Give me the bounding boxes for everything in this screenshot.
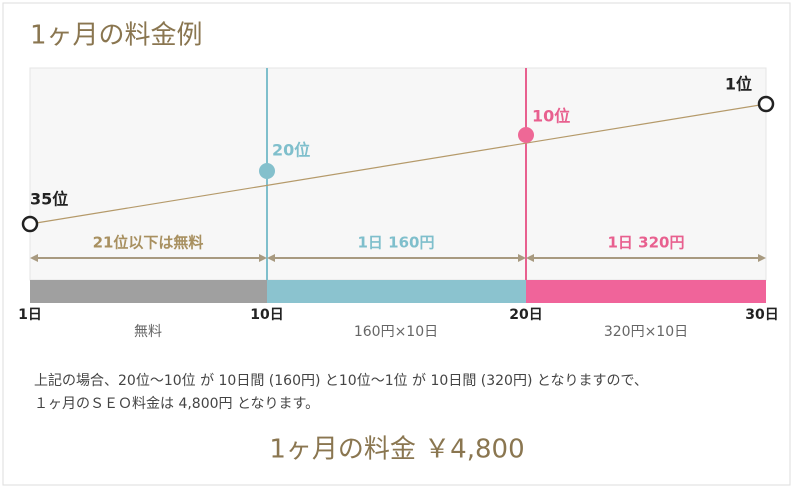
rank-label: 35位 [30,190,68,209]
rank-line [29,103,767,225]
rank-label: 10位 [532,107,570,126]
fee-label: 無料 [134,324,162,340]
fee-label: 160円×10日 [354,324,438,340]
day-label: 30日 [745,307,778,323]
point [518,127,534,143]
title: 1ヶ月の料金例 [30,21,203,51]
day-label: 10日 [250,307,283,323]
panel [29,67,767,281]
total: 1ヶ月の料金 ￥4,800 [269,435,524,465]
point [757,95,775,113]
fee-label: 320円×10日 [604,324,688,340]
period-bar [526,280,766,303]
range-label: 21位以下は無料 [93,234,204,252]
rank-label: 1位 [725,75,752,94]
point [259,163,275,179]
note: 上記の場合、20位〜10位 が 10日間 (160円) と10位〜1位 が 10… [34,372,648,389]
day-label: 20日 [509,307,542,323]
range-label: 1日 320円 [608,234,685,252]
period-bar [30,280,267,303]
period-bar [267,280,526,303]
day-label: 1日 [18,307,42,323]
point [21,215,39,233]
rank-label: 20位 [272,141,310,160]
note: １ヶ月のＳＥＯ料金は 4,800円 となります。 [34,396,319,412]
range-label: 1日 160円 [358,234,435,252]
